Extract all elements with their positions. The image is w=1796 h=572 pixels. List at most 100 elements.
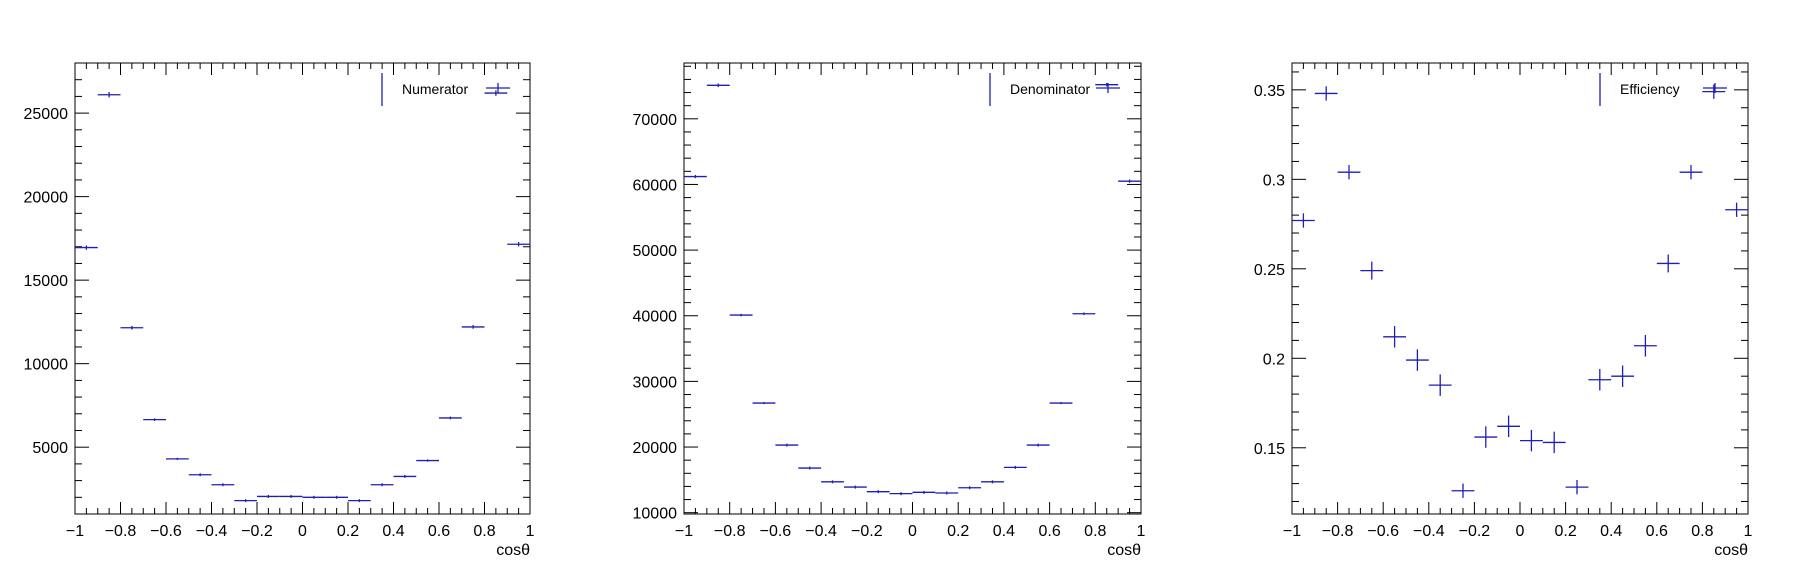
x-tick-label: 0.6 [1038,523,1060,540]
x-tick-label: −0.6 [1367,523,1399,540]
data-point [1588,369,1612,391]
plot-frame [1291,62,1749,515]
data-point [843,485,867,489]
data-point [370,483,394,487]
data-point [1314,86,1338,101]
x-tick-label: 0.8 [473,523,495,540]
data-point [75,245,98,250]
data-point [1725,202,1748,217]
data-point [866,490,890,494]
y-tick-label: 0.15 [1254,441,1285,458]
x-tick-label: −1 [1283,523,1301,540]
efficiency-panel: −1 −0.8 −0.6 −0.4 −0.2 0 0.2 0.4 0.6 0.8 1 cosθ 0.15… [1254,62,1753,559]
x-tick-label: −0.8 [105,523,137,540]
data-point [981,480,1004,484]
data-point [1542,431,1566,454]
legend-label: Efficiency [1620,81,1680,97]
data-point [821,480,844,484]
data-point [143,418,166,421]
x-tick-label: 0.6 [1646,523,1668,540]
data-point [729,313,753,317]
y-tick-label: 0.2 [1263,351,1285,368]
data-point [1049,401,1073,405]
data-point [1360,261,1384,280]
data-point [1383,326,1406,348]
data-point [325,495,348,499]
data-point [188,473,212,477]
x-tick-label: −1 [675,523,693,540]
y-tick-label: 10000 [24,357,69,374]
y-tick-label: 25000 [24,106,69,123]
x-tick-label: 0.2 [947,523,969,540]
x-tick-label: 1 [526,523,535,540]
x-tick-label: 1 [1137,523,1146,540]
data-point [166,457,189,460]
legend: Efficiency [1599,73,1727,106]
denominator-panel: −1 −0.8 −0.6 −0.4 −0.2 0 0.2 0.4 0.6 0.8 1 cosθ 1000… [633,62,1146,559]
data-point [348,499,371,503]
data-point [1118,179,1141,183]
data-point [958,486,982,490]
numerator-panel: −1 −0.8 −0.6 −0.4 −0.2 0 0.2 0.4 0.6 0.8 1 cosθ 5000… [24,62,535,559]
x-tick-label: −0.4 [805,523,837,540]
y-tick-label: 15000 [24,273,69,290]
y-tick-label: 0.3 [1263,172,1285,189]
data-point [1611,365,1634,387]
x-tick-label: 0.8 [1691,523,1713,540]
data-point [257,494,280,498]
data-point [1565,479,1589,495]
data-point [507,242,530,247]
x-axis-label: cosθ [496,542,530,559]
data-point [97,92,121,98]
x-tick-label: −1 [66,523,84,540]
x-axis-label: cosθ [1107,542,1141,559]
data-point [416,459,439,462]
y-tick-label: 10000 [633,506,678,523]
y-tick-label: 30000 [633,374,678,391]
data-point [461,325,485,329]
data-point [1072,312,1096,316]
data-point [1451,483,1475,498]
data-point [1702,84,1726,99]
x-tick-label: 0.4 [1600,523,1622,540]
data-point [706,83,730,88]
data-point [889,492,913,496]
data-point [1520,429,1543,452]
data-point [684,174,707,179]
legend-label: Numerator [402,81,468,97]
x-tick-label: −0.4 [1413,523,1445,540]
plot-frame [74,62,531,515]
data-point [775,443,799,447]
data-point [1095,82,1119,87]
x-tick-label: 0.6 [428,523,450,540]
y-tick-label: 20000 [24,190,69,207]
x-tick-label: −0.2 [1459,523,1491,540]
data-point [798,466,822,470]
data-point [935,491,959,495]
plot-frame [683,62,1142,515]
x-tick-label: −0.6 [760,523,792,540]
x-tick-label: 0 [908,523,917,540]
x-tick-label: −0.8 [714,523,746,540]
data-point [279,494,303,498]
y-tick-label: 0.25 [1254,262,1285,279]
data-point [1406,349,1429,371]
legend-label: Denominator [1010,81,1090,97]
data-point [1292,213,1315,228]
x-tick-label: −0.2 [241,523,273,540]
data-point [1497,415,1520,438]
y-tick-label: 20000 [633,440,678,457]
data-point [1474,426,1498,448]
x-tick-label: −0.6 [150,523,182,540]
y-tick-label: 0.35 [1254,83,1285,100]
data-point [484,90,508,96]
data-point [1003,465,1027,469]
data-point [302,495,326,499]
y-tick-label: 60000 [633,177,678,194]
data-point [211,483,235,487]
y-tick-label: 5000 [32,440,68,457]
data-point [393,474,417,478]
x-tick-label: 0 [1516,523,1525,540]
x-tick-label: 0 [298,523,307,540]
